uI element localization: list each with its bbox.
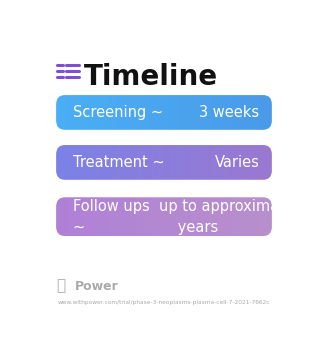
Text: Timeline: Timeline [84, 63, 218, 91]
Text: www.withpower.com/trial/phase-3-neoplasms-plasma-cell-7-2021-7662c: www.withpower.com/trial/phase-3-neoplasm… [58, 300, 270, 305]
Text: Screening ~: Screening ~ [74, 105, 164, 120]
Text: 3 weeks: 3 weeks [199, 105, 260, 120]
Text: Power: Power [75, 280, 118, 293]
Text: Treatment ~: Treatment ~ [74, 155, 165, 170]
Text: Follow ups  up to approximately 5
~                    years: Follow ups up to approximately 5 ~ years [74, 198, 320, 235]
Text: Varies: Varies [215, 155, 260, 170]
Text: Ⓟ: Ⓟ [56, 279, 65, 294]
